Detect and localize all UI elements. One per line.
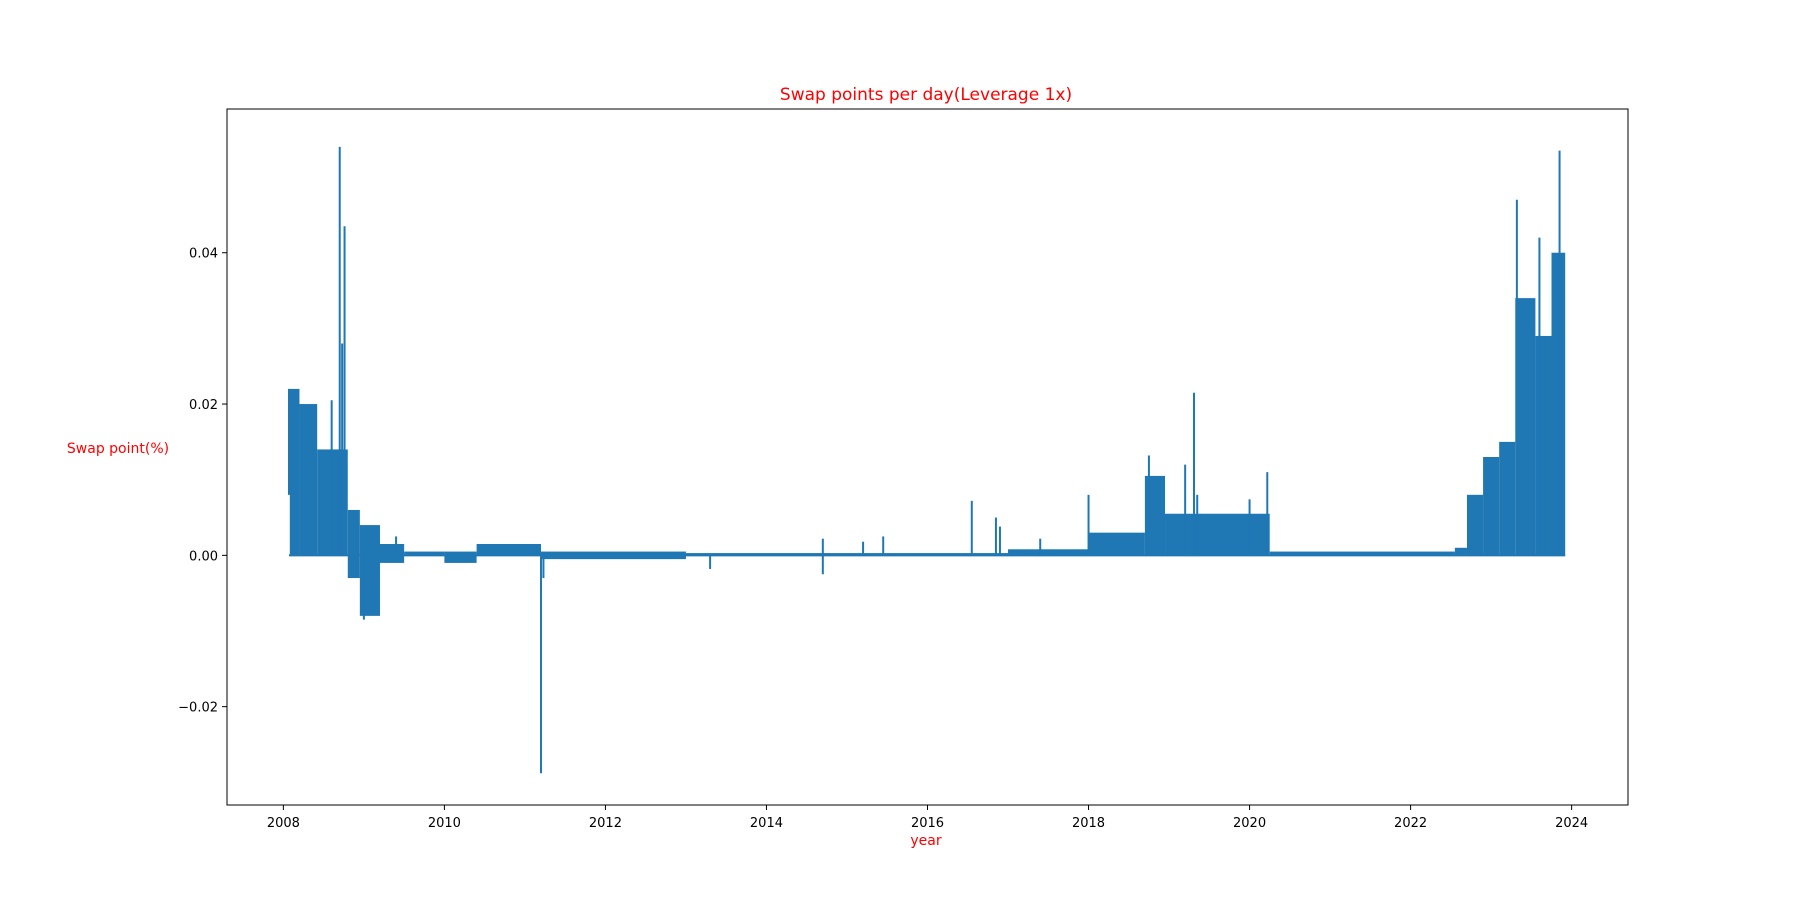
series-band-7 bbox=[404, 551, 445, 556]
x-tick-label: 2020 bbox=[1233, 816, 1266, 831]
series-band-19 bbox=[1483, 457, 1500, 556]
series-band-14 bbox=[1144, 475, 1166, 556]
series-band-4 bbox=[347, 509, 360, 579]
series-band-16 bbox=[1269, 551, 1455, 556]
series-band-11 bbox=[685, 553, 1009, 556]
axes: 2008 2010 2012 2014 2016 2018 2020 2022 2024 −0.0… bbox=[178, 247, 1588, 831]
series-band-2 bbox=[317, 449, 332, 556]
series-band-6 bbox=[379, 544, 405, 563]
plot-frame bbox=[226, 108, 1629, 806]
series-band-12 bbox=[1008, 549, 1089, 556]
x-tick-label: 2012 bbox=[589, 816, 622, 831]
x-tick-label: 2008 bbox=[267, 816, 300, 831]
x-tick-label: 2014 bbox=[750, 816, 783, 831]
x-tick-label: 2022 bbox=[1394, 816, 1427, 831]
plot-area bbox=[287, 146, 1566, 774]
series-band-18 bbox=[1466, 494, 1484, 556]
x-tick-label: 2010 bbox=[428, 816, 461, 831]
series-band-20 bbox=[1499, 441, 1516, 556]
y-tick-label: 0.00 bbox=[189, 549, 218, 564]
series-band-10 bbox=[541, 551, 686, 560]
x-tick-label: 2018 bbox=[1072, 816, 1105, 831]
x-axis-label: year bbox=[910, 833, 941, 849]
chart-title: Swap points per day(Leverage 1x) bbox=[780, 85, 1072, 105]
series-band-5 bbox=[359, 525, 380, 616]
series-band-8 bbox=[444, 551, 477, 563]
y-tick-label: −0.02 bbox=[178, 701, 218, 716]
x-tick-label: 2024 bbox=[1555, 816, 1588, 831]
series-band-22 bbox=[1535, 335, 1552, 556]
series-band-21 bbox=[1515, 298, 1536, 556]
series-band-15 bbox=[1165, 513, 1270, 556]
y-tick-label: 0.02 bbox=[189, 398, 218, 413]
x-tick-label: 2016 bbox=[911, 816, 944, 831]
series-band-17 bbox=[1454, 547, 1467, 556]
series-band-1 bbox=[299, 404, 318, 556]
series-band-23 bbox=[1551, 252, 1566, 556]
y-tick-label: 0.04 bbox=[189, 247, 218, 262]
series-band-0 bbox=[289, 388, 300, 556]
series-band-13 bbox=[1088, 532, 1145, 556]
y-axis-label: Swap point(%) bbox=[67, 441, 169, 457]
series-band-9 bbox=[476, 544, 542, 556]
